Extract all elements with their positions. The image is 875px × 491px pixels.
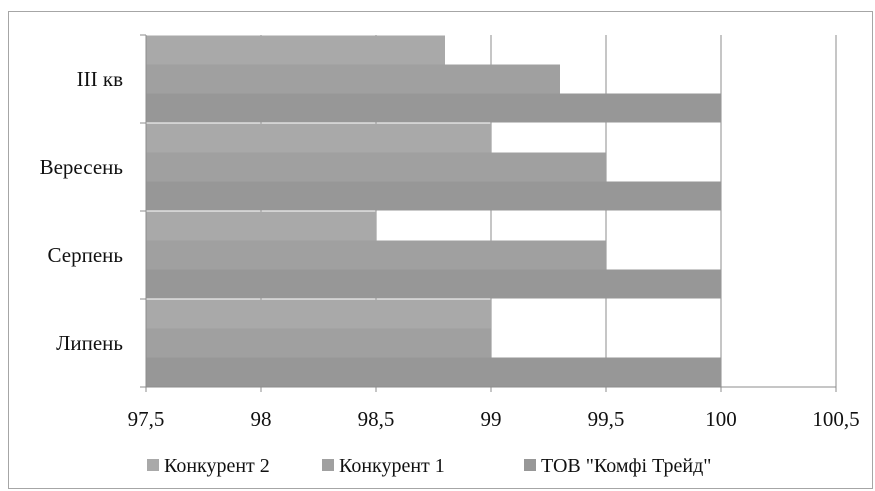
x-tick-label: 100,5	[812, 407, 859, 431]
bar	[146, 152, 606, 182]
bar	[146, 181, 721, 211]
category-label: Липень	[56, 331, 123, 355]
bar	[146, 123, 491, 153]
x-tick-label: 99	[481, 407, 502, 431]
legend-swatch	[524, 459, 536, 471]
bar	[146, 328, 491, 358]
x-tick-label: 100	[705, 407, 737, 431]
bar	[146, 299, 491, 329]
bar	[146, 269, 721, 299]
legend-label: Конкурент 2	[164, 455, 270, 477]
x-tick-label: 97,5	[128, 407, 165, 431]
bar	[146, 357, 721, 387]
category-labels: Липень Серпень Вересень ІІІ кв	[40, 67, 123, 355]
axes	[140, 34, 837, 392]
legend-label: ТОВ "Комфі Трейд"	[541, 455, 711, 477]
category-label: Серпень	[48, 243, 123, 267]
x-tick-label: 98,5	[358, 407, 395, 431]
legend-swatch	[322, 459, 334, 471]
bar	[146, 64, 560, 94]
bar	[146, 211, 376, 241]
legend: Конкурент 2 Конкурент 1 ТОВ "Комфі Трейд"	[147, 455, 711, 477]
category-label: ІІІ кв	[77, 67, 123, 91]
x-tick-labels: 97,5 98 98,5 99 99,5 100 100,5	[128, 407, 860, 431]
legend-swatch	[147, 459, 159, 471]
x-tick-label: 99,5	[588, 407, 625, 431]
bar	[146, 93, 721, 123]
legend-label: Конкурент 1	[339, 455, 445, 477]
bar	[146, 240, 606, 270]
bars	[146, 35, 721, 387]
x-tick-label: 98	[251, 407, 272, 431]
category-label: Вересень	[40, 155, 123, 179]
bar	[146, 35, 445, 65]
